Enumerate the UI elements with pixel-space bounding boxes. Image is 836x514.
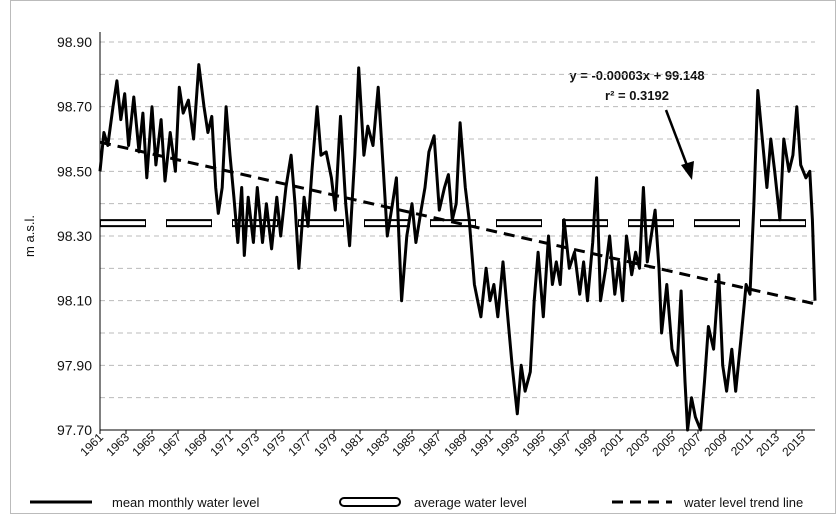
equation: y = -0.00003x + 99.148	[569, 68, 704, 83]
x-tick-label: 1979	[311, 430, 340, 459]
x-tick-label: 1973	[233, 430, 262, 459]
y-tick-label: 98.90	[57, 34, 92, 50]
legend-label: mean monthly water level	[112, 495, 260, 510]
x-tick-label: 1993	[493, 430, 522, 459]
x-tick-label: 1969	[181, 430, 210, 459]
x-tick-label: 2007	[675, 430, 704, 459]
x-tick-label: 1997	[545, 430, 574, 459]
y-tick-label: 98.30	[57, 228, 92, 244]
legend-swatch	[339, 497, 401, 507]
x-tick-label: 2003	[623, 430, 652, 459]
x-tick-label: 1987	[415, 430, 444, 459]
r-squared: r² = 0.3192	[605, 88, 669, 103]
x-tick-label: 1965	[129, 430, 158, 459]
x-tick-label: 1975	[259, 430, 288, 459]
annotation-arrow	[664, 109, 690, 169]
x-tick-label: 1967	[155, 430, 184, 459]
legend-item: average water level	[339, 495, 527, 510]
x-tick-label: 1983	[363, 430, 392, 459]
x-tick-label: 1999	[571, 430, 600, 459]
x-tick-label: 1985	[389, 430, 418, 459]
x-tick-label: 1977	[285, 430, 314, 459]
x-tick-label: 1971	[207, 430, 236, 459]
y-tick-label: 98.10	[57, 293, 92, 309]
x-tick-label: 2005	[649, 430, 678, 459]
y-tick-label: 97.90	[57, 357, 92, 373]
chart-border	[10, 0, 836, 514]
legend-item: mean monthly water level	[30, 495, 260, 510]
y-tick-label: 98.50	[57, 163, 92, 179]
line	[99, 140, 816, 306]
x-tick-label: 1963	[103, 430, 132, 459]
y-axis-label: m a.s.l.	[22, 215, 37, 257]
x-tick-label: 2015	[779, 430, 808, 459]
x-tick-label: 1995	[519, 430, 548, 459]
y-tick-label: 98.70	[57, 99, 92, 115]
x-tick-label: 2009	[701, 430, 730, 459]
legend-label: average water level	[414, 495, 527, 510]
arrow-head	[681, 161, 694, 180]
x-tick-label: 1989	[441, 430, 470, 459]
x-tick-label: 1981	[337, 430, 366, 459]
x-tick-label: 2001	[597, 430, 626, 459]
legend-item: water level trend line	[612, 495, 803, 510]
y-tick-label: 97.70	[57, 422, 92, 438]
x-tick-label: 2011	[728, 430, 756, 458]
line	[98, 63, 817, 432]
legend-label: water level trend line	[683, 495, 803, 510]
x-tick-label: 2013	[753, 430, 782, 459]
x-tick-label: 1991	[467, 430, 496, 459]
